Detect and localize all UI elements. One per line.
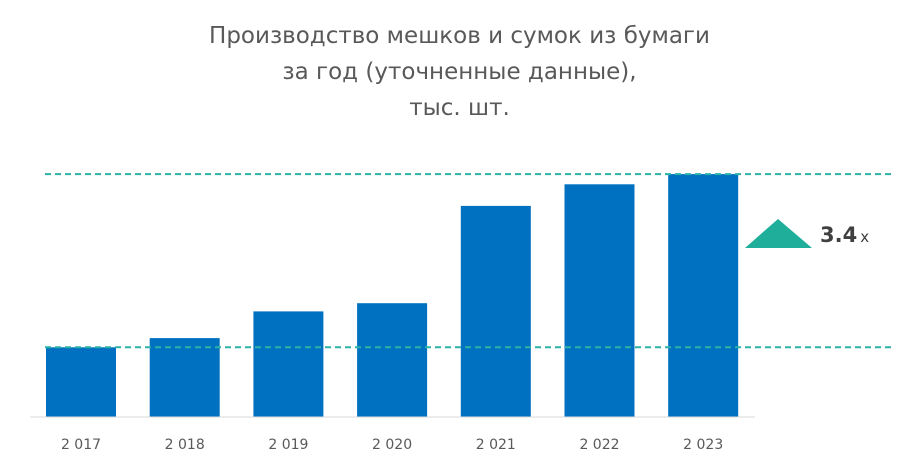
bar-2021: [460, 205, 531, 417]
bar-2017: [46, 347, 116, 417]
x-tick-label: 2 022: [579, 437, 619, 453]
x-tick-label: 2 020: [372, 437, 412, 453]
bar-2019: [253, 311, 324, 417]
growth-ratio-unit: x: [860, 228, 870, 246]
bar-2022: [564, 184, 635, 417]
reference-lines: [45, 173, 895, 349]
bar-2020: [357, 303, 428, 417]
chart-title-line-3: тыс. шт.: [409, 95, 510, 121]
x-tick-label: 2 018: [165, 437, 205, 453]
growth-ratio-value: 3.4: [820, 223, 858, 247]
bars-group: [46, 174, 739, 417]
chart-title-line-1: Производство мешков и сумок из бумаги: [209, 23, 710, 49]
x-tick-label: 2 019: [268, 437, 308, 453]
x-tick-label: 2 017: [61, 437, 101, 453]
x-tick-labels: 2 017 2 018 2 019 2 020 2 021 2 022 2 023: [61, 437, 723, 453]
growth-ratio-label: 3.4 x: [820, 223, 869, 247]
bar-2023: [668, 174, 739, 417]
x-tick-label: 2 021: [476, 437, 516, 453]
growth-up-triangle-icon: [745, 219, 812, 248]
x-tick-label: 2 023: [683, 437, 723, 453]
chart-title-line-2: за год (уточненные данные),: [282, 59, 637, 85]
chart-title: Производство мешков и сумок из бумаги за…: [0, 18, 919, 126]
bar-2018: [149, 338, 220, 417]
